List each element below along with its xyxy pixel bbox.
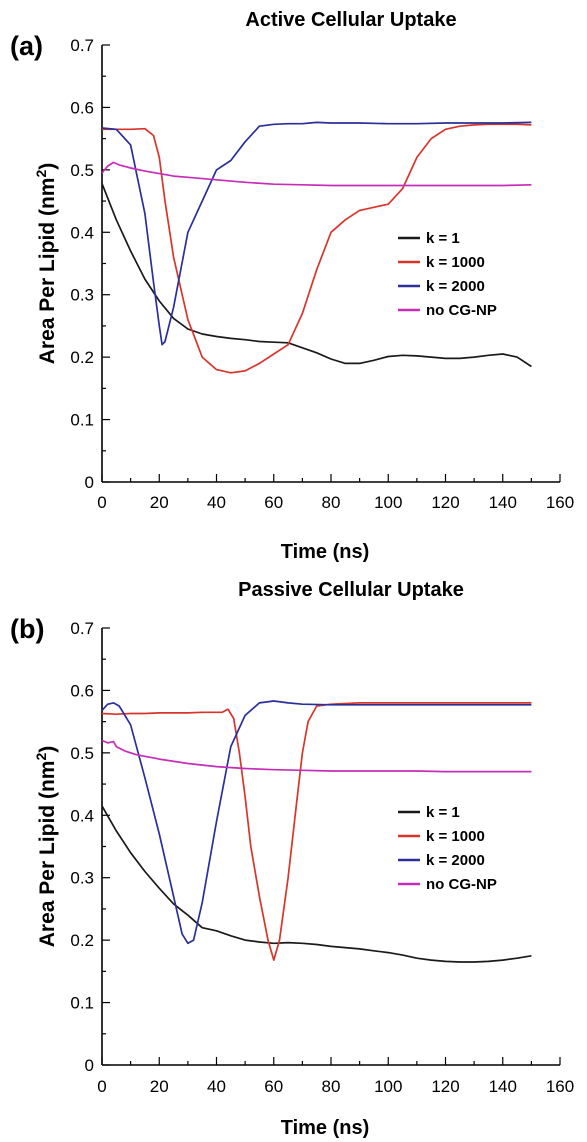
x-tick-label: 160 (546, 493, 574, 512)
y-axis-label-superscript: 2 (33, 170, 49, 178)
series-line-no-cg-np (101, 739, 532, 773)
series-line-k-1 (101, 183, 532, 368)
chart-title: Active Cellular Uptake (245, 9, 456, 31)
y-tick-label: 0.6 (70, 98, 94, 117)
y-tick-label: 0.3 (70, 869, 94, 888)
legend: k = 1 k = 1000 k = 2000 no CG-NP (398, 230, 497, 319)
y-tick-label: 0.2 (70, 348, 94, 367)
x-tick-label: 20 (150, 1077, 169, 1096)
series-line-no-cg-np (101, 161, 532, 187)
legend-entry-label: k = 1000 (426, 254, 485, 271)
series-line-k-2000 (101, 700, 532, 945)
x-tick-label: 40 (207, 1077, 226, 1096)
y-tick-label: 0.3 (70, 286, 94, 305)
chart-panel-b: Passive Cellular Uptake(b)0 20 40 60 80 100 12… (10, 579, 574, 1139)
y-tick-label: 0.7 (70, 619, 94, 638)
y-tick-label: 0.4 (70, 223, 94, 242)
panel-label: (a) (10, 31, 43, 61)
x-tick-label: 120 (431, 1077, 459, 1096)
legend-entry-label: k = 1000 (426, 828, 485, 845)
y-axis-label-main: Area Per Lipid (nm (36, 178, 59, 365)
y-tick-label: 0.1 (70, 994, 94, 1013)
y-axis-label-end: ) (36, 163, 59, 170)
x-tick-label: 160 (546, 1077, 574, 1096)
panel-label: (b) (10, 614, 44, 644)
x-tick-label: 40 (207, 493, 226, 512)
y-axis-label-superscript: 2 (33, 753, 49, 761)
y-tick-label: 0 (85, 1056, 94, 1075)
x-tick-label: 120 (431, 493, 459, 512)
x-axis-label: Time (ns) (281, 541, 370, 563)
legend: k = 1 k = 1000 k = 2000 no CG-NP (398, 804, 497, 893)
y-tick-label: 0.2 (70, 931, 94, 950)
series-line-k-1000 (101, 702, 532, 961)
x-tick-label: 60 (264, 1077, 283, 1096)
x-tick-label: 80 (322, 1077, 341, 1096)
y-tick-label: 0.5 (70, 744, 94, 763)
y-tick-label: 0 (85, 473, 94, 492)
legend-entry-label: no CG-NP (426, 302, 497, 319)
x-tick-label: 60 (264, 493, 283, 512)
series-line-k-1000 (102, 123, 532, 374)
series-line-k-2000 (101, 121, 532, 346)
x-axis-label: Time (ns) (281, 1117, 370, 1139)
y-axis-label: Area Per Lipid (nm2) (33, 746, 59, 948)
y-axis-label: Area Per Lipid (nm2) (33, 163, 59, 365)
y-tick-label: 0.6 (70, 681, 94, 700)
chart-title: Passive Cellular Uptake (238, 579, 464, 601)
y-axis-label-main: Area Per Lipid (nm (36, 761, 59, 948)
x-tick-label: 0 (97, 1077, 106, 1096)
legend-entry-label: k = 1 (426, 230, 460, 247)
legend-entry-label: no CG-NP (426, 876, 497, 893)
x-tick-label: 140 (489, 1077, 517, 1096)
y-tick-label: 0.7 (70, 36, 94, 55)
x-tick-label: 140 (489, 493, 517, 512)
y-tick-label: 0.1 (70, 411, 94, 430)
x-tick-label: 100 (374, 1077, 402, 1096)
chart-panel-a: Active Cellular Uptake(a)0 20 40 60 80 100 120… (10, 9, 574, 563)
y-tick-label: 0.5 (70, 161, 94, 180)
x-tick-label: 100 (374, 493, 402, 512)
x-tick-label: 20 (150, 493, 169, 512)
x-tick-label: 0 (97, 493, 106, 512)
legend-entry-label: k = 1 (426, 804, 460, 821)
legend-entry-label: k = 2000 (426, 852, 485, 869)
series-line-k-1 (101, 805, 532, 963)
y-axis-label-end: ) (36, 746, 59, 753)
y-tick-label: 0.4 (70, 806, 94, 825)
legend-entry-label: k = 2000 (426, 278, 485, 295)
x-tick-label: 80 (322, 493, 341, 512)
